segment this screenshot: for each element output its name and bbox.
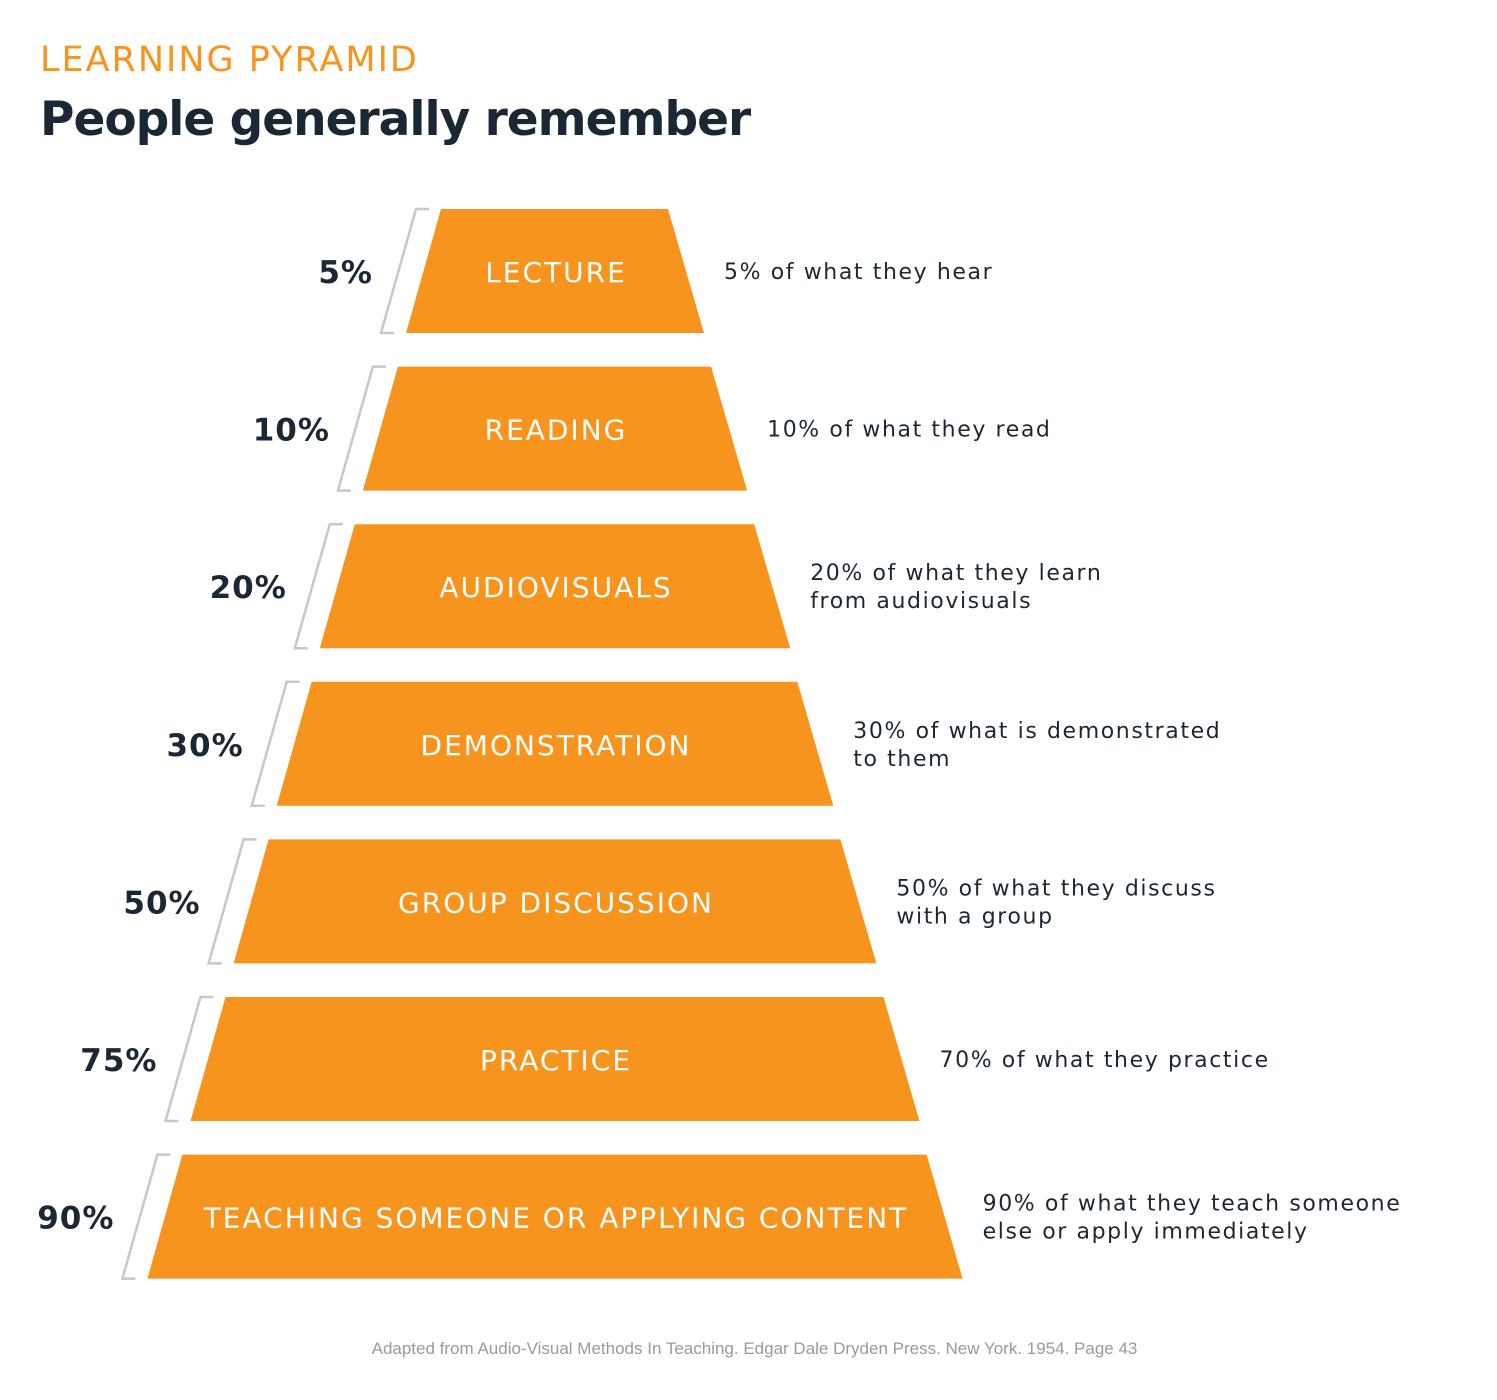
pyramid-tier: GROUP DISCUSSION 50% 50% of what they disc… [123, 838, 1216, 965]
tier-percent: 30% [166, 728, 243, 764]
tier-label: TEACHING SOMEONE OR APPLYING CONTENT [203, 1202, 909, 1235]
pyramid-tier: PRACTICE 75% 70% of what they practice [80, 995, 1270, 1123]
tier-percent: 90% [37, 1201, 114, 1237]
tier-trapezoid [319, 524, 791, 649]
tier-bracket [206, 838, 257, 965]
tier-trapezoid [362, 366, 748, 491]
tier-description: else or apply immediately [983, 1220, 1309, 1245]
tier-description: 90% of what they teach someone [983, 1192, 1402, 1217]
tier-percent: 5% [318, 255, 373, 291]
tier-bracket [120, 1153, 171, 1280]
tier-percent: 50% [123, 885, 200, 921]
tier-trapezoid [233, 839, 877, 964]
tier-label: DEMONSTRATION [421, 729, 692, 762]
pyramid-tier: DEMONSTRATION 30% 30% of what is demonstra… [166, 680, 1221, 808]
tier-bracket [293, 522, 343, 650]
tier-trapezoid [276, 681, 834, 806]
tier-bracket [163, 995, 214, 1123]
tier-description: 5% of what they hear [724, 260, 993, 285]
tier-label: PRACTICE [480, 1044, 632, 1077]
pyramid-tier: READING 10% 10% of what they read [253, 365, 1051, 492]
tier-label: LECTURE [485, 256, 627, 289]
eyebrow-title: LEARNING PYRAMID [40, 40, 419, 80]
tier-trapezoid [190, 997, 920, 1121]
tier-description: 50% of what they discuss [896, 876, 1216, 901]
tier-description: 70% of what they practice [940, 1048, 1270, 1073]
tier-description: from audiovisuals [810, 589, 1032, 614]
pyramid-tier: LECTURE 5% 5% of what they hear [318, 207, 993, 335]
pyramid-tier: TEACHING SOMEONE OR APPLYING CONTENT 90% 9… [37, 1153, 1402, 1280]
tier-bracket [336, 365, 386, 492]
tier-label: GROUP DISCUSSION [398, 886, 714, 919]
tier-label: READING [485, 414, 628, 447]
page-title: People generally remember [40, 92, 751, 147]
tier-label: AUDIOVISUALS [439, 571, 672, 604]
source-citation: Adapted from Audio-Visual Methods In Tea… [0, 1339, 1497, 1359]
tier-bracket [379, 207, 429, 335]
tier-percent: 10% [253, 413, 330, 449]
tier-trapezoid [406, 209, 704, 333]
tier-description: 30% of what is demonstrated [853, 719, 1221, 744]
tier-description: 10% of what they read [767, 418, 1051, 443]
pyramid-tier: AUDIOVISUALS 20% 20% of what they learn fro… [210, 522, 1102, 650]
tier-percent: 75% [80, 1043, 157, 1079]
tier-trapezoid [147, 1154, 963, 1279]
source-citation-text: Adapted from Audio-Visual Methods In Tea… [371, 1339, 1138, 1358]
tier-percent: 20% [210, 570, 287, 606]
tier-description: to them [853, 747, 951, 772]
tier-description: 20% of what they learn [810, 561, 1102, 586]
tier-bracket [250, 680, 300, 808]
tier-description: with a group [896, 904, 1053, 929]
